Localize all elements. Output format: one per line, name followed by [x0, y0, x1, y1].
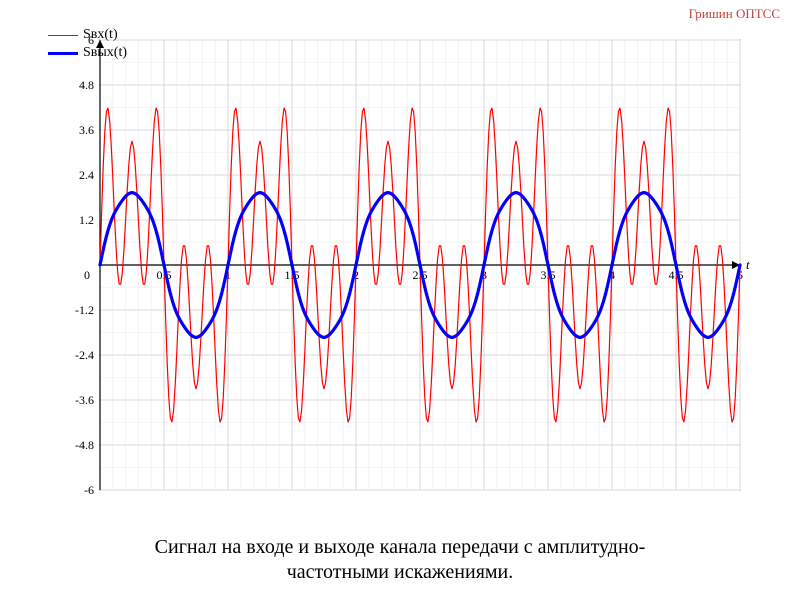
svg-text:-4.8: -4.8 — [75, 438, 94, 452]
svg-text:-1.2: -1.2 — [75, 303, 94, 317]
svg-text:1.2: 1.2 — [79, 213, 94, 227]
legend-item: Sвых(t) — [48, 44, 127, 62]
svg-text:4.8: 4.8 — [79, 78, 94, 92]
svg-text:t: t — [746, 257, 750, 272]
svg-text:2.4: 2.4 — [79, 168, 94, 182]
svg-text:0: 0 — [84, 268, 90, 282]
legend-label: Sвх(t) — [83, 27, 118, 43]
figure-caption: Сигнал на входе и выходе канала передачи… — [0, 535, 800, 585]
legend-item: Sвх(t) — [48, 26, 127, 44]
svg-text:-3.6: -3.6 — [75, 393, 94, 407]
legend-swatch — [48, 52, 78, 55]
caption-line1: Сигнал на входе и выходе канала передачи… — [155, 536, 646, 558]
legend-swatch — [48, 35, 78, 36]
signal-chart: 00.511.522.533.544.55-6-4.8-3.6-2.4-1.21… — [40, 20, 760, 520]
svg-text:3.6: 3.6 — [79, 123, 94, 137]
chart-svg: 00.511.522.533.544.55-6-4.8-3.6-2.4-1.21… — [40, 20, 760, 520]
svg-text:-2.4: -2.4 — [75, 348, 94, 362]
legend: Sвх(t) Sвых(t) — [48, 26, 127, 62]
svg-text:-6: -6 — [84, 483, 94, 497]
legend-label: Sвых(t) — [83, 45, 127, 61]
caption-line2: частотными искажениями. — [287, 561, 514, 583]
